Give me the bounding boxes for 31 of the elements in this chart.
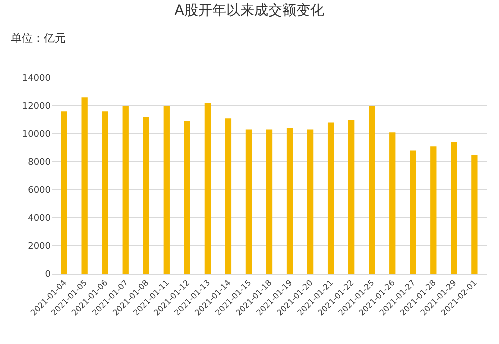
y-tick-label: 2000 bbox=[28, 242, 52, 252]
bar bbox=[328, 122, 334, 274]
bar bbox=[369, 106, 376, 274]
bar bbox=[246, 130, 252, 274]
bar bbox=[102, 112, 108, 274]
bar bbox=[472, 155, 478, 274]
bar bbox=[266, 130, 273, 274]
chart-subtitle: 单位：亿元 bbox=[11, 32, 66, 45]
bar bbox=[82, 98, 88, 274]
bar bbox=[410, 150, 416, 274]
bar bbox=[61, 112, 68, 274]
y-tick-label: 12000 bbox=[22, 102, 52, 112]
bar bbox=[164, 106, 170, 274]
bar bbox=[451, 142, 458, 274]
bar bbox=[143, 117, 150, 274]
bar bbox=[204, 103, 212, 274]
bar bbox=[122, 106, 129, 274]
y-tick-label: 8000 bbox=[28, 158, 52, 168]
bar bbox=[184, 121, 190, 274]
y-tick-label: 4000 bbox=[28, 214, 52, 224]
bar bbox=[348, 120, 355, 274]
bar bbox=[390, 132, 396, 274]
y-tick-label: 6000 bbox=[28, 186, 52, 196]
bar bbox=[430, 146, 437, 274]
chart-title: A股开年以来成交额变化 bbox=[174, 2, 324, 19]
y-tick-label: 0 bbox=[45, 270, 52, 280]
bar bbox=[307, 130, 314, 274]
bar bbox=[225, 118, 232, 274]
bar bbox=[286, 128, 294, 274]
y-tick-label: 14000 bbox=[22, 74, 52, 84]
y-tick-label: 10000 bbox=[22, 130, 52, 140]
